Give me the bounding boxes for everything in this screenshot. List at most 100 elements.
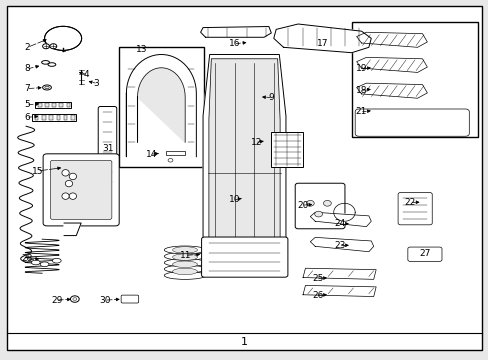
Bar [32,114,76,121]
Polygon shape [273,24,370,53]
Text: 18: 18 [355,86,366,95]
Polygon shape [310,212,370,226]
Text: 15: 15 [31,167,43,176]
FancyBboxPatch shape [295,183,344,229]
Bar [60,103,63,107]
Bar [66,103,70,107]
Bar [45,103,49,107]
Text: 16: 16 [228,39,240,48]
FancyBboxPatch shape [397,193,431,225]
Text: 3: 3 [93,79,99,88]
Text: 27: 27 [418,249,430,258]
Ellipse shape [52,258,61,263]
Text: 10: 10 [228,195,240,204]
Text: 14: 14 [146,150,157,159]
Text: 17: 17 [316,39,327,48]
Ellipse shape [164,271,205,279]
Text: 12: 12 [250,138,262,147]
Text: 28: 28 [22,255,33,264]
Polygon shape [64,223,81,235]
Polygon shape [356,32,427,47]
FancyBboxPatch shape [121,295,139,303]
Bar [57,116,60,120]
Ellipse shape [172,261,197,267]
Text: 2: 2 [25,43,30,52]
Text: 11: 11 [180,251,191,260]
Polygon shape [208,59,280,250]
Ellipse shape [31,260,40,265]
Ellipse shape [50,44,57,49]
Ellipse shape [164,265,205,273]
Ellipse shape [69,173,76,180]
Bar [49,116,53,120]
FancyBboxPatch shape [98,107,117,189]
Bar [42,116,45,120]
Ellipse shape [323,201,330,206]
Ellipse shape [41,60,49,64]
Bar [119,47,203,167]
Text: 26: 26 [311,291,323,300]
Ellipse shape [42,85,51,90]
Text: 24: 24 [333,219,345,228]
Ellipse shape [164,252,205,260]
Ellipse shape [65,180,73,187]
Ellipse shape [48,63,56,66]
Ellipse shape [69,193,76,199]
Text: 19: 19 [355,64,366,73]
Ellipse shape [42,44,49,49]
Ellipse shape [172,268,197,275]
FancyBboxPatch shape [50,160,112,220]
Bar [52,103,56,107]
Ellipse shape [168,158,173,162]
Text: 21: 21 [355,107,366,116]
Polygon shape [356,57,427,72]
FancyBboxPatch shape [407,247,441,261]
Polygon shape [200,27,271,37]
Bar [64,116,67,120]
Ellipse shape [172,247,197,253]
Text: 8: 8 [24,64,30,73]
Polygon shape [126,55,196,157]
Text: 30: 30 [100,296,111,305]
Bar [351,22,477,137]
Ellipse shape [314,211,322,217]
Polygon shape [44,26,81,50]
Polygon shape [137,68,185,142]
Polygon shape [303,285,375,297]
Text: 20: 20 [297,201,308,210]
Text: 13: 13 [136,45,147,54]
Ellipse shape [62,193,69,199]
Ellipse shape [70,296,79,302]
Text: 1: 1 [241,337,247,347]
Text: 9: 9 [268,93,274,102]
Ellipse shape [172,254,197,260]
Text: 31: 31 [102,144,114,153]
FancyBboxPatch shape [354,109,468,136]
Polygon shape [203,54,285,259]
Bar [35,116,38,120]
FancyBboxPatch shape [43,154,119,226]
Bar [71,116,75,120]
Text: 25: 25 [311,274,323,283]
FancyBboxPatch shape [201,237,287,277]
Text: 23: 23 [333,241,345,250]
Text: 22: 22 [404,198,415,207]
Ellipse shape [164,259,205,267]
Text: 7: 7 [24,84,30,93]
Ellipse shape [45,86,49,89]
Bar [271,132,303,167]
Text: 5: 5 [24,100,30,109]
Ellipse shape [73,298,77,301]
Polygon shape [303,268,375,279]
Text: 4: 4 [83,70,89,79]
Ellipse shape [40,262,49,267]
Bar [38,103,42,107]
Ellipse shape [62,170,69,176]
Text: 29: 29 [51,296,62,305]
Text: 6: 6 [24,113,30,122]
Bar [35,102,71,108]
Ellipse shape [306,201,314,206]
Polygon shape [310,237,373,252]
Ellipse shape [164,246,205,254]
Bar [165,150,185,155]
